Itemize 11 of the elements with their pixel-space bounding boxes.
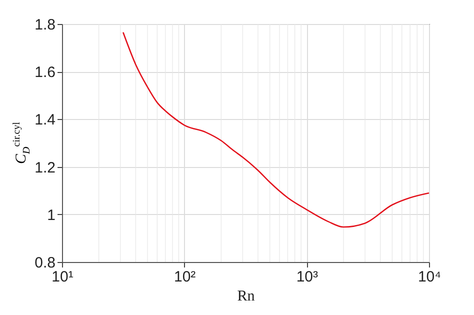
x-tick-label: 10¹ bbox=[52, 268, 74, 286]
y-tick-label: 1.6 bbox=[34, 64, 56, 82]
y-tick-label: 1.8 bbox=[34, 16, 56, 34]
y-tick-label: 1 bbox=[47, 206, 56, 224]
y-tick-label: 1.4 bbox=[34, 112, 56, 129]
y-tick-label: 1.2 bbox=[34, 159, 56, 176]
x-tick-label: 10³ bbox=[296, 268, 318, 286]
x-tick-label: 10² bbox=[174, 268, 196, 286]
x-tick-label: 10⁴ bbox=[418, 268, 442, 286]
y-tick-label: 0.8 bbox=[34, 254, 56, 272]
x-axis-title: Rn bbox=[237, 288, 256, 304]
